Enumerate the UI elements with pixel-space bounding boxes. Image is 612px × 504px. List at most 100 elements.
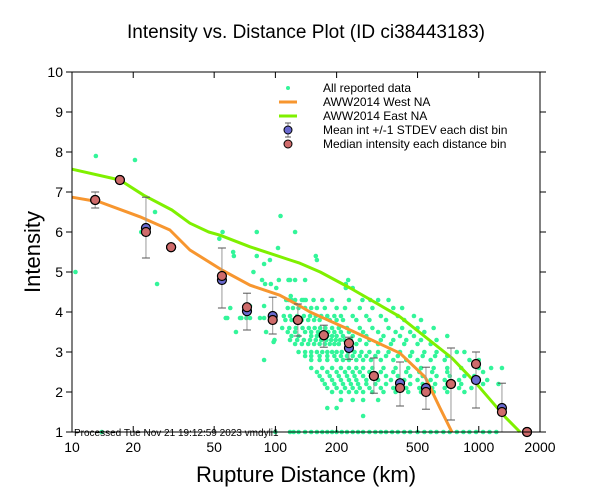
data-point [307, 313, 313, 319]
data-point [325, 353, 330, 359]
data-point [338, 389, 344, 395]
data-point [289, 333, 294, 339]
median-marker [368, 370, 379, 382]
data-point [431, 325, 436, 331]
median-marker [292, 314, 303, 326]
median-marker [267, 314, 278, 326]
data-point [334, 385, 339, 391]
data-point [325, 349, 330, 355]
data-point [311, 341, 317, 347]
median-marker [114, 174, 126, 186]
west-na-curve [71, 195, 454, 433]
data-point [224, 315, 230, 321]
data-point [355, 381, 361, 387]
scatter-points [73, 153, 505, 435]
data-point [407, 381, 413, 387]
data-point [360, 365, 366, 371]
data-point [383, 353, 389, 359]
data-point [496, 381, 501, 387]
x-tick-label: 10 [64, 439, 80, 455]
data-point [292, 277, 298, 283]
data-point [378, 369, 384, 375]
legend-label: AWW2014 East NA [323, 109, 427, 123]
data-point [317, 341, 322, 347]
data-point [393, 329, 398, 335]
data-point [302, 329, 308, 335]
median-marker [216, 270, 228, 282]
data-point [334, 369, 339, 375]
data-point [407, 373, 413, 379]
data-point [329, 377, 335, 383]
data-point [388, 377, 394, 383]
data-point [333, 337, 339, 343]
data-point [357, 305, 363, 311]
data-point [415, 357, 420, 363]
data-point [360, 389, 366, 395]
data-point [375, 329, 381, 335]
data-point [367, 385, 372, 391]
data-point [428, 377, 433, 383]
processed-footer: Processed Tue Nov 21 19:12:59 2023 vmdyl… [74, 428, 279, 439]
data-point [340, 381, 346, 387]
data-point [432, 353, 438, 359]
data-point [411, 333, 417, 339]
data-point [322, 381, 328, 387]
data-point [287, 337, 293, 343]
data-point [370, 325, 375, 331]
axes: 1 2 3 4 5 6 7 8 9 10 10 20 50 100 200 500 1000 2000 [47, 64, 555, 455]
data-point [334, 305, 339, 311]
data-point [354, 365, 359, 371]
data-point [357, 325, 363, 331]
mean-marker [470, 374, 482, 386]
data-point [327, 373, 333, 379]
data-point [332, 329, 337, 335]
data-point [292, 329, 298, 335]
data-point [416, 385, 422, 391]
data-point [348, 381, 354, 387]
legend-median-marker-icon [283, 139, 293, 149]
data-point [373, 353, 378, 359]
data-point [378, 337, 384, 343]
data-point [444, 365, 450, 371]
data-point [364, 341, 369, 347]
data-point [359, 349, 364, 355]
data-point [281, 313, 287, 319]
data-point [317, 317, 322, 323]
data-point [267, 257, 273, 263]
data-point [329, 297, 335, 303]
legend-label: Median intensity each distance bin [323, 137, 506, 151]
data-point [303, 297, 309, 303]
data-point [339, 349, 345, 355]
data-point [273, 285, 279, 291]
data-point [342, 305, 348, 311]
data-point [263, 329, 269, 335]
data-point [378, 357, 384, 363]
data-point [314, 369, 320, 375]
data-point [340, 357, 346, 363]
data-point [317, 357, 322, 363]
data-point [434, 373, 439, 379]
data-point [305, 341, 311, 347]
data-point [340, 333, 346, 339]
data-point [313, 253, 319, 259]
data-point [319, 365, 325, 371]
data-point [327, 341, 333, 347]
data-point [415, 341, 420, 347]
data-point [308, 349, 314, 355]
data-point [332, 353, 337, 359]
data-point [462, 349, 467, 355]
data-point [344, 353, 350, 359]
y-tick-label: 1 [55, 424, 63, 440]
y-tick-label: 4 [55, 304, 63, 320]
data-point [391, 369, 396, 375]
data-point [308, 357, 314, 363]
data-point [344, 373, 350, 379]
data-point [383, 317, 389, 323]
data-point [231, 253, 237, 259]
data-point [360, 373, 366, 379]
data-point [399, 305, 405, 311]
data-point [467, 357, 472, 363]
data-point [268, 281, 274, 287]
data-point [300, 325, 305, 331]
